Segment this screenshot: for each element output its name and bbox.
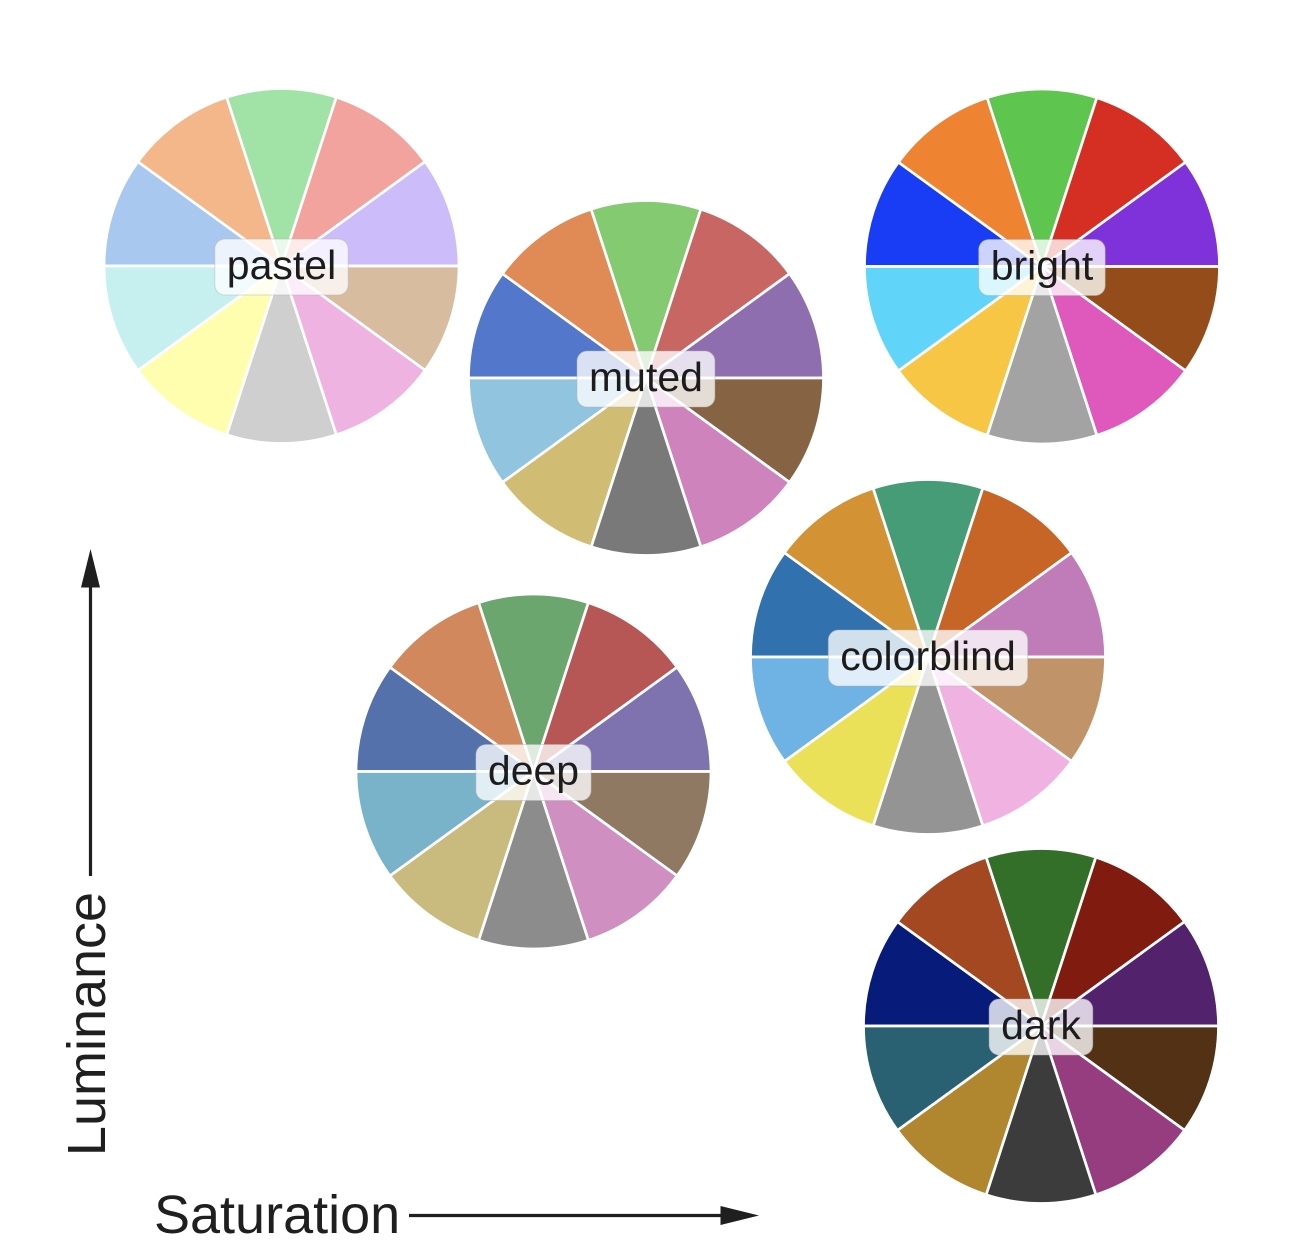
- svg-text:pastel: pastel: [227, 242, 336, 288]
- svg-text:muted: muted: [589, 354, 703, 400]
- svg-text:colorblind: colorblind: [840, 633, 1016, 679]
- svg-text:Luminance: Luminance: [57, 892, 117, 1156]
- svg-text:Saturation: Saturation: [154, 1185, 400, 1245]
- svg-text:dark: dark: [1001, 1002, 1081, 1048]
- svg-text:deep: deep: [488, 748, 579, 794]
- svg-text:bright: bright: [991, 243, 1094, 289]
